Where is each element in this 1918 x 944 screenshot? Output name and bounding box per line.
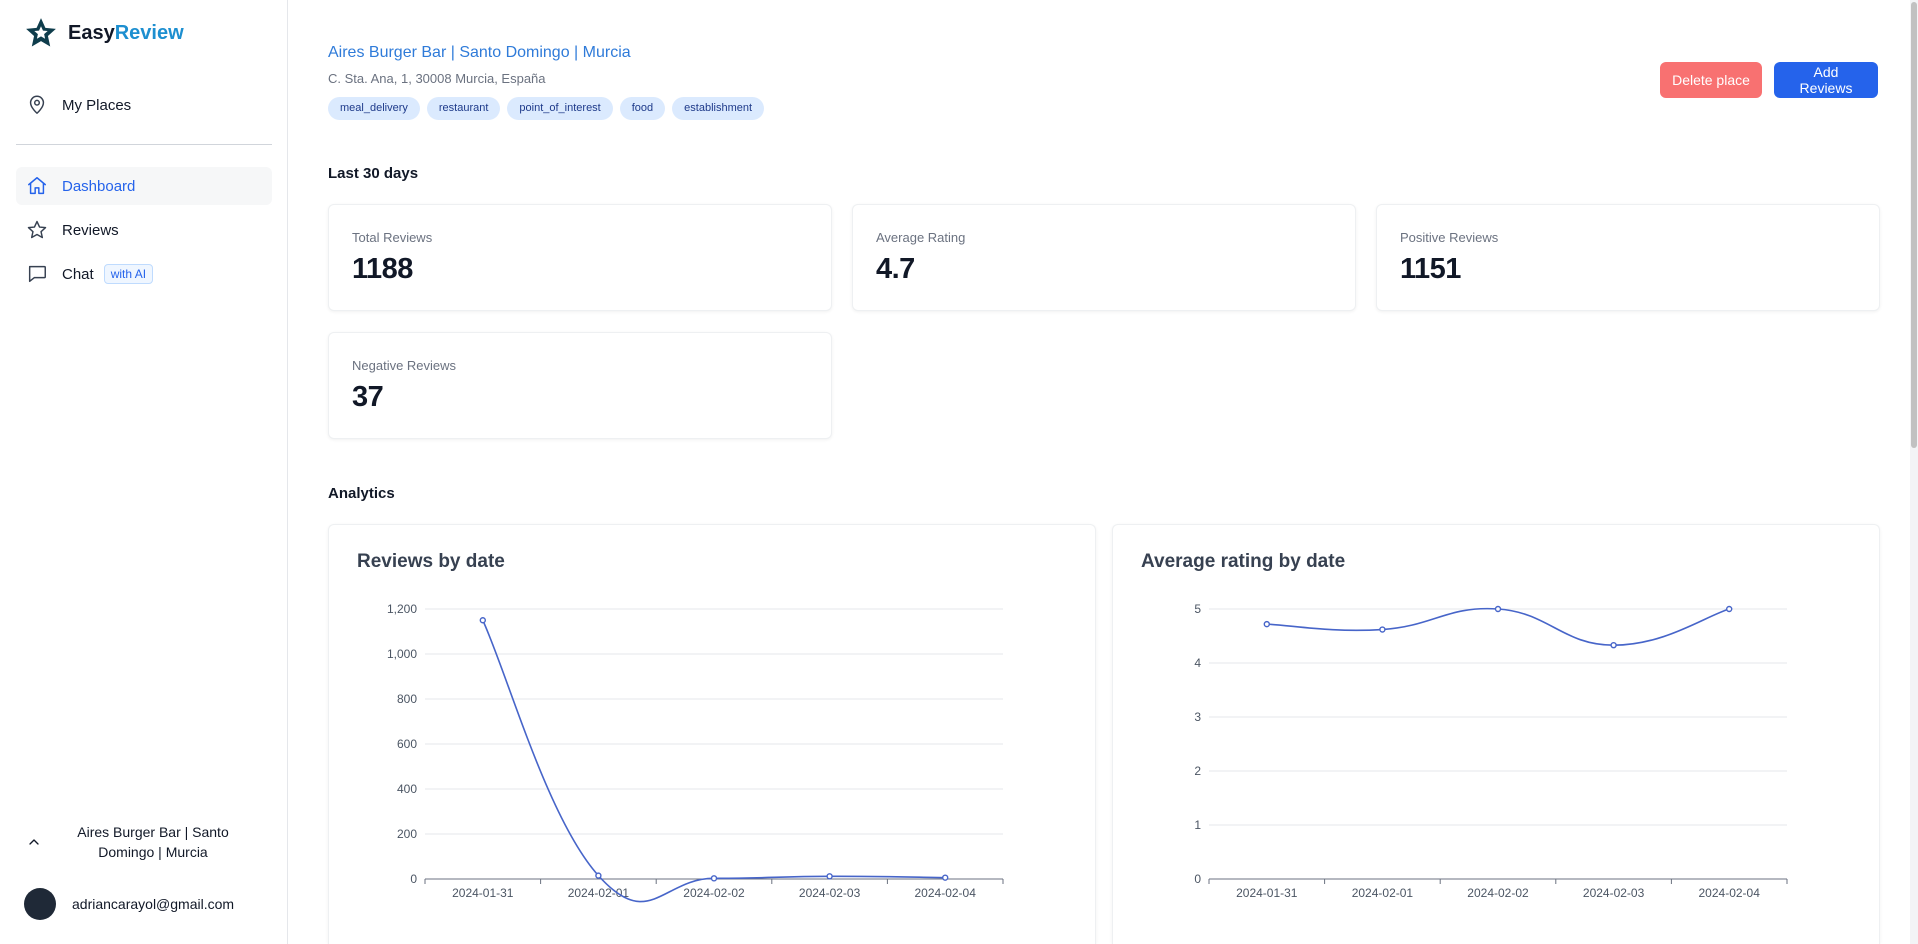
average-rating-svg: 0 1 2 3 4 5 2024-01-31 2024-02-01 2024-02-02 2024… — [1194, 602, 1788, 900]
reviews-by-date-chart: Reviews by date 0 200 400 600 800 1,000 1,200 2… — [328, 524, 1096, 944]
y-tick-label: 3 — [1194, 710, 1201, 724]
data-point[interactable] — [710, 875, 718, 882]
stat-label: Positive Reviews — [1400, 230, 1499, 245]
tag: restaurant — [426, 97, 501, 120]
sidebar-item-label: Chat — [62, 265, 94, 283]
x-tick-label: 2024-02-01 — [1352, 886, 1414, 900]
y-tick-label: 800 — [397, 692, 417, 706]
sidebar-item-label: My Places — [62, 96, 132, 114]
home-icon — [28, 177, 46, 195]
x-tick-label: 2024-02-04 — [1699, 886, 1761, 900]
sidebar-item-label: Reviews — [62, 221, 119, 239]
logo[interactable]: EasyReview — [24, 16, 184, 50]
x-tick-label: 2024-01-31 — [452, 886, 514, 900]
add-reviews-button[interactable]: Add Reviews — [1774, 62, 1878, 98]
series-line — [482, 619, 946, 903]
chat-bubble-icon — [28, 265, 46, 283]
x-tick-label: 2024-02-02 — [1467, 886, 1529, 900]
place-switcher[interactable]: Aires Burger Bar | Santo Domingo | Murci… — [16, 820, 272, 864]
delete-place-button[interactable]: Delete place — [1660, 62, 1762, 98]
x-tick-label: 2024-02-01 — [568, 886, 630, 900]
data-point[interactable] — [1263, 620, 1271, 628]
star-icon — [27, 220, 47, 239]
y-tick-label: 1 — [1194, 818, 1201, 832]
analytics-heading: Analytics — [328, 485, 395, 502]
sidebar-item-chat[interactable]: Chat with AI — [16, 255, 272, 293]
x-tick-label: 2024-02-02 — [683, 886, 745, 900]
tag: point_of_interest — [507, 97, 613, 120]
stat-card-negative: Negative Reviews 37 — [328, 332, 832, 439]
y-tick-label: 4 — [1194, 656, 1201, 670]
user-email: adriancarayol@gmail.com — [72, 896, 235, 912]
page-scrollbar[interactable] — [1910, 0, 1918, 944]
y-tick-label: 1,200 — [387, 602, 417, 616]
y-tick-label: 400 — [397, 782, 417, 796]
stat-value: 4.7 — [876, 253, 915, 285]
stat-card-positive: Positive Reviews 1151 — [1376, 204, 1880, 311]
y-tick-label: 600 — [397, 737, 417, 751]
logo-text: EasyReview — [68, 21, 184, 44]
place-address: C. Sta. Ana, 1, 30008 Murcia, España — [328, 71, 546, 86]
user-profile[interactable]: adriancarayol@gmail.com — [24, 888, 234, 920]
ai-badge: with AI — [103, 264, 154, 284]
stat-value: 1188 — [352, 253, 413, 285]
reviews-by-date-svg: 0 200 400 600 800 1,000 1,200 2024-01-31 2024-02… — [387, 602, 1004, 903]
y-tick-label: 0 — [1194, 872, 1201, 886]
sidebar-item-my-places[interactable]: My Places — [16, 86, 272, 124]
stat-label: Negative Reviews — [352, 358, 457, 373]
stat-label: Average Rating — [876, 230, 966, 245]
data-point[interactable] — [1726, 605, 1733, 613]
period-heading: Last 30 days — [328, 165, 419, 182]
data-point[interactable] — [942, 874, 949, 881]
x-tick-label: 2024-02-03 — [799, 886, 861, 900]
series-line — [1266, 607, 1730, 646]
chart-title: Reviews by date — [357, 551, 505, 572]
data-point[interactable] — [1610, 641, 1617, 649]
tag: food — [619, 97, 666, 120]
tag: meal_delivery — [328, 97, 420, 120]
place-title[interactable]: Aires Burger Bar | Santo Domingo | Murci… — [328, 44, 631, 61]
y-tick-label: 0 — [410, 872, 417, 886]
tag: establishment — [672, 97, 765, 120]
stat-label: Total Reviews — [352, 230, 433, 245]
y-tick-label: 200 — [397, 827, 417, 841]
avatar — [24, 888, 56, 920]
x-tick-label: 2024-02-03 — [1583, 886, 1645, 900]
stat-card-total: Total Reviews 1188 — [328, 204, 832, 311]
data-point[interactable] — [1379, 626, 1386, 633]
data-point[interactable] — [1494, 605, 1502, 613]
data-point[interactable] — [826, 873, 833, 880]
x-tick-label: 2024-01-31 — [1236, 886, 1298, 900]
sidebar-divider — [16, 144, 272, 145]
y-tick-label: 2 — [1194, 764, 1201, 778]
y-tick-label: 1,000 — [387, 647, 417, 661]
stat-card-average: Average Rating 4.7 — [852, 204, 1356, 311]
current-place-name: Aires Burger Bar | Santo Domingo | Murci… — [77, 824, 229, 860]
sidebar-item-dashboard[interactable]: Dashboard — [16, 167, 272, 205]
x-tick-label: 2024-02-04 — [915, 886, 977, 900]
sidebar-item-label: Dashboard — [62, 177, 136, 195]
stat-value: 1151 — [1400, 253, 1461, 285]
y-tick-label: 5 — [1194, 602, 1201, 616]
chevron-up-icon[interactable] — [16, 834, 52, 850]
sidebar: EasyReview My Places Dashboard Reviews C… — [0, 0, 288, 944]
data-point[interactable] — [595, 872, 602, 879]
sidebar-item-reviews[interactable]: Reviews — [16, 211, 272, 249]
stat-value: 37 — [352, 381, 384, 413]
data-point[interactable] — [479, 617, 487, 624]
map-pin-icon — [29, 95, 45, 114]
place-tags: meal_delivery restaurant point_of_intere… — [328, 97, 765, 120]
average-rating-chart: Average rating by date 0 1 2 3 4 5 2024-01-31 2… — [1112, 524, 1880, 944]
chart-title: Average rating by date — [1141, 551, 1346, 572]
scrollbar-thumb[interactable] — [1911, 2, 1917, 448]
star-logo-icon — [26, 18, 56, 47]
